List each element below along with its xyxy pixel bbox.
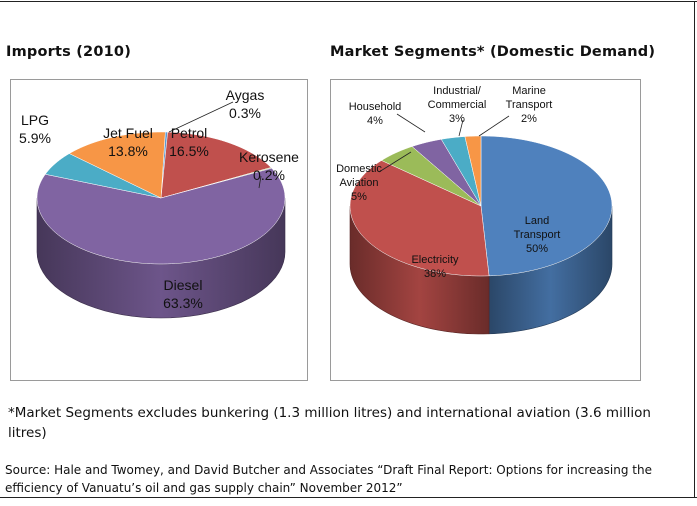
imports-plot-area: Aygas 0.3% Petrol 16.5% Kerosene 0.2% Diesel 63… xyxy=(10,79,308,381)
slice-land-transport xyxy=(480,135,613,277)
data-value-household: 4% xyxy=(367,115,383,127)
slice-petrol xyxy=(160,131,272,199)
data-value-kerosene: 0.2% xyxy=(253,167,285,183)
chart-title-market-segments: Market Segments* (Domestic Demand) xyxy=(330,44,656,60)
data-value-domestic-aviation: 5% xyxy=(351,191,367,203)
data-label-land-transport: Transport xyxy=(514,229,561,241)
data-label-jet-fuel: Jet Fuel xyxy=(103,125,153,141)
data-label-diesel: Diesel xyxy=(164,277,203,293)
market-segments-plot-area: Land Transport 50% Electricity 38% Domestic Av… xyxy=(330,79,641,381)
data-label-industrial-commercial: Commercial xyxy=(428,99,487,111)
footnote: *Market Segments excludes bunkering (1.3… xyxy=(8,405,651,441)
top-rule xyxy=(0,1,697,2)
data-value-diesel: 63.3% xyxy=(163,295,203,311)
source-note: Source: Hale and Twomey, and David Butch… xyxy=(5,463,652,495)
data-value-land-transport: 50% xyxy=(526,243,548,255)
data-label-kerosene: Kerosene xyxy=(239,149,299,165)
data-label-domestic-aviation: Aviation xyxy=(340,177,379,189)
leader-line-domestic-aviation xyxy=(378,151,412,173)
slice-lpg xyxy=(44,153,162,199)
data-label-marine-transport: Transport xyxy=(506,99,553,111)
slice-diesel xyxy=(36,167,286,265)
leader-line-kerosene xyxy=(258,175,262,189)
data-value-lpg: 5.9% xyxy=(19,130,51,146)
data-value-jet-fuel: 13.8% xyxy=(108,143,148,159)
slice-household xyxy=(411,139,482,207)
market-segments-pie-chart: Land Transport 50% Electricity 38% Domestic Av… xyxy=(336,85,613,335)
leader-line-household xyxy=(396,113,426,133)
leader-line-marine-transport xyxy=(478,115,510,137)
leader-line-industrial-commercial xyxy=(458,119,464,137)
data-label-domestic-aviation: Domestic xyxy=(336,163,382,175)
data-label-household: Household xyxy=(349,101,402,113)
data-label-petrol: Petrol xyxy=(171,125,208,141)
data-label-aygas: Aygas xyxy=(226,87,265,103)
data-value-aygas: 0.3% xyxy=(229,105,261,121)
data-value-petrol: 16.5% xyxy=(169,143,209,159)
bottom-rule xyxy=(0,497,697,498)
data-label-lpg: LPG xyxy=(21,112,49,128)
data-value-marine-transport: 2% xyxy=(521,113,537,125)
slice-marine-transport xyxy=(464,135,482,207)
data-label-land-transport: Land xyxy=(525,215,549,227)
slice-industrial-commercial xyxy=(440,136,482,207)
data-value-electricity: 38% xyxy=(424,268,446,280)
data-value-industrial-commercial: 3% xyxy=(449,113,465,125)
slice-electricity xyxy=(349,160,490,277)
leader-line-aygas xyxy=(168,101,234,133)
chart-title-imports: Imports (2010) xyxy=(6,44,132,60)
right-rule xyxy=(694,1,695,498)
imports-pie-chart: Aygas 0.3% Petrol 16.5% Kerosene 0.2% Diesel 63… xyxy=(19,87,299,319)
data-label-marine-transport: Marine xyxy=(512,85,546,97)
slice-jet-fuel xyxy=(68,131,166,199)
data-label-electricity: Electricity xyxy=(411,254,459,266)
slice-domestic-aviation xyxy=(380,146,482,207)
data-label-industrial-commercial: Industrial/ xyxy=(433,85,482,97)
